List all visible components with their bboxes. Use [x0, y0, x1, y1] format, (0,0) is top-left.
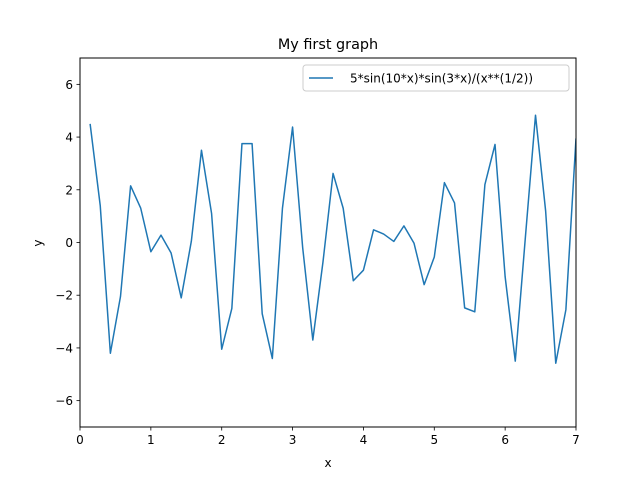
- y-tick-label: 0: [65, 236, 73, 250]
- x-tick-label: 0: [76, 433, 84, 447]
- legend-label: 5*sin(10*x)*sin(3*x)/(x**(1/2)): [350, 72, 533, 86]
- y-tick-label: −2: [55, 289, 73, 303]
- legend-box: [302, 64, 570, 92]
- x-tick-label: 2: [218, 433, 226, 447]
- x-axis-label: x: [324, 456, 331, 470]
- series-line-0: [89, 114, 576, 364]
- x-tick-label: 5: [430, 433, 438, 447]
- x-tick-label: 4: [360, 433, 368, 447]
- legend: 5*sin(10*x)*sin(3*x)/(x**(1/2)): [302, 64, 570, 92]
- y-tick-label: −6: [55, 394, 73, 408]
- plot-area-frame: [79, 57, 577, 428]
- x-tick-label: 1: [147, 433, 155, 447]
- y-tick-label: −4: [55, 341, 73, 355]
- y-axis-label: y: [31, 239, 45, 246]
- y-tick-label: 2: [65, 183, 73, 197]
- chart-title: My first graph: [278, 37, 378, 53]
- x-tick-label: 3: [289, 433, 297, 447]
- tick-marks: 0 1 2 3 4 5 6 7 −6 −4 −2 0 2 4 6: [55, 78, 580, 447]
- x-tick-label: 7: [572, 433, 580, 447]
- x-tick-label: 6: [501, 433, 509, 447]
- y-tick-label: 6: [65, 78, 73, 92]
- y-tick-label: 4: [65, 131, 73, 145]
- series-lines: [89, 114, 576, 364]
